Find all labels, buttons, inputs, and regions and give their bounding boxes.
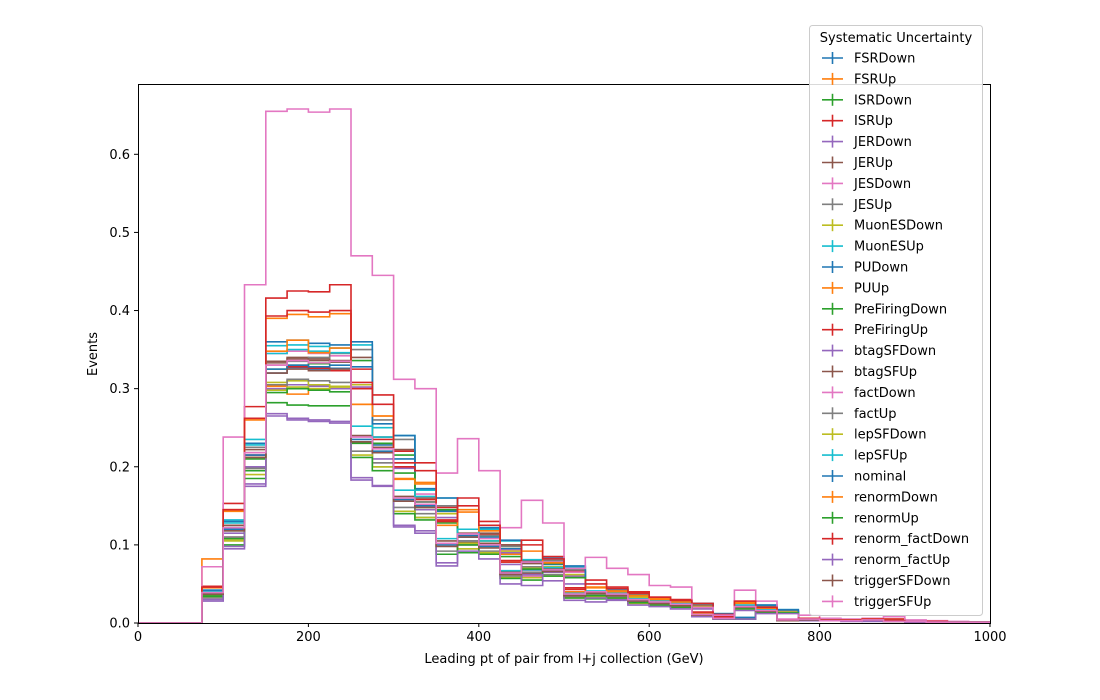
legend-item-lepSFUp: lepSFUp (822, 449, 907, 464)
legend-label: FSRUp (854, 72, 896, 87)
legend-label: triggerSFUp (854, 595, 931, 610)
legend-label: triggerSFDown (854, 574, 950, 589)
legend-label: JERUp (853, 156, 893, 171)
legend-label: renormDown (854, 490, 938, 505)
legend-label: factDown (854, 386, 916, 401)
legend-item-btagSFUp: btagSFUp (822, 365, 917, 380)
legend-item-PreFiringUp: PreFiringUp (822, 323, 928, 338)
x-axis: 0 200 400 600 800 1000 (134, 623, 1007, 645)
legend-label: btagSFDown (854, 344, 936, 359)
x-tick-label: 1000 (973, 630, 1006, 645)
y-tick-label: 0.0 (109, 617, 130, 632)
legend-item-renorm_factUp: renorm_factUp (822, 553, 950, 568)
x-tick-label: 0 (134, 630, 142, 645)
legend-label: btagSFUp (854, 365, 917, 380)
legend-title: Systematic Uncertainty (820, 31, 973, 46)
legend-item-JESUp: JESUp (822, 198, 892, 213)
y-axis-label: Events (86, 332, 101, 376)
y-tick-label: 0.5 (109, 226, 130, 241)
legend-label: factUp (854, 407, 897, 422)
legend-label: JERDown (853, 135, 912, 150)
legend: Systematic Uncertainty FSRDown FSRUp ISRDo… (809, 25, 983, 616)
legend-frame (809, 25, 983, 616)
plot-frame (138, 84, 991, 624)
legend-label: renorm_factUp (854, 553, 950, 568)
y-tick-label: 0.1 (109, 538, 130, 553)
legend-label: PUDown (854, 261, 908, 276)
legend-item-ISRDown: ISRDown (822, 93, 912, 108)
legend-label: PUUp (854, 281, 889, 296)
series-line-triggerSFUp (138, 359, 990, 624)
legend-item-ISRUp: ISRUp (822, 114, 893, 129)
y-tick-label: 0.3 (109, 382, 130, 397)
legend-item-FSRDown: FSRDown (822, 52, 915, 67)
legend-label: FSRDown (854, 52, 915, 67)
legend-label: MuonESDown (854, 219, 943, 234)
legend-item-factDown: factDown (822, 386, 916, 401)
legend-item-triggerSFUp: triggerSFUp (822, 595, 931, 610)
x-tick-label: 600 (637, 630, 662, 645)
legend-item-PUUp: PUUp (822, 281, 889, 296)
legend-item-FSRUp: FSRUp (822, 72, 896, 87)
legend-label: renorm_factDown (854, 532, 969, 547)
x-tick-label: 400 (466, 630, 491, 645)
y-tick-label: 0.2 (109, 460, 130, 475)
legend-item-MuonESDown: MuonESDown (822, 219, 943, 234)
legend-item-nominal: nominal (822, 470, 906, 485)
legend-label: nominal (854, 470, 906, 485)
y-axis: 0.0 0.1 0.2 0.3 0.4 0.5 0.6 (109, 148, 138, 632)
legend-label: JESUp (853, 198, 892, 213)
legend-item-renormUp: renormUp (822, 511, 919, 526)
legend-item-PreFiringDown: PreFiringDown (822, 302, 947, 317)
legend-label: JESDown (853, 177, 911, 192)
legend-item-lepSFDown: lepSFDown (822, 428, 926, 443)
legend-item-factUp: factUp (822, 407, 897, 422)
legend-item-JESDown: JESDown (822, 177, 911, 192)
legend-item-btagSFDown: btagSFDown (822, 344, 936, 359)
legend-item-JERDown: JERDown (822, 135, 912, 150)
x-tick-label: 800 (807, 630, 832, 645)
y-tick-label: 0.4 (109, 304, 130, 319)
x-axis-label: Leading pt of pair from l+j collection (… (424, 652, 703, 667)
series-layer (138, 108, 990, 624)
y-tick-label: 0.6 (109, 148, 130, 163)
x-tick-label: 200 (296, 630, 321, 645)
legend-item-MuonESUp: MuonESUp (822, 240, 924, 255)
legend-item-renormDown: renormDown (822, 490, 938, 505)
legend-item-JERUp: JERUp (822, 156, 893, 171)
legend-label: ISRDown (854, 93, 912, 108)
legend-label: PreFiringDown (854, 302, 947, 317)
legend-label: MuonESUp (854, 240, 924, 255)
legend-label: renormUp (854, 511, 919, 526)
legend-entries: FSRDown FSRUp ISRDown ISRUp JERDown JERUp JESD… (822, 52, 969, 610)
legend-item-triggerSFDown: triggerSFDown (822, 574, 950, 589)
legend-label: lepSFUp (854, 449, 907, 464)
legend-item-PUDown: PUDown (822, 261, 908, 276)
legend-label: PreFiringUp (854, 323, 928, 338)
legend-label: ISRUp (854, 114, 893, 129)
legend-item-renorm_factDown: renorm_factDown (822, 532, 969, 547)
legend-label: lepSFDown (854, 428, 926, 443)
